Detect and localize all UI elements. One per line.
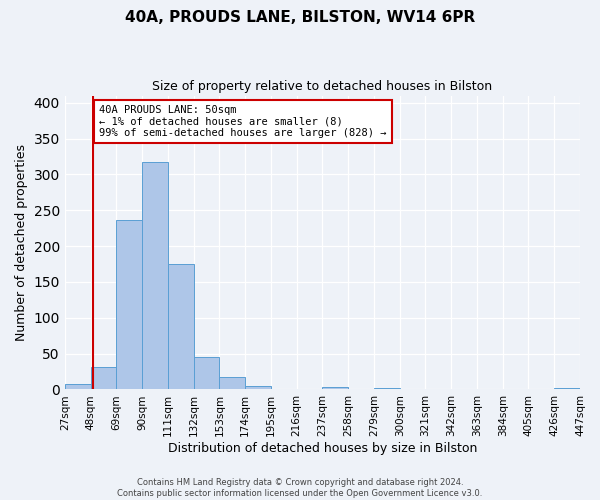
- Bar: [116, 220, 142, 390]
- Title: Size of property relative to detached houses in Bilston: Size of property relative to detached ho…: [152, 80, 493, 93]
- Bar: [91, 366, 116, 390]
- Bar: [245, 386, 271, 390]
- Bar: [554, 388, 580, 390]
- Bar: [168, 264, 194, 390]
- Bar: [142, 162, 168, 390]
- Text: Contains HM Land Registry data © Crown copyright and database right 2024.
Contai: Contains HM Land Registry data © Crown c…: [118, 478, 482, 498]
- Bar: [65, 384, 91, 390]
- Y-axis label: Number of detached properties: Number of detached properties: [15, 144, 28, 341]
- Bar: [194, 357, 220, 390]
- Text: 40A PROUDS LANE: 50sqm
← 1% of detached houses are smaller (8)
99% of semi-detac: 40A PROUDS LANE: 50sqm ← 1% of detached …: [99, 105, 386, 138]
- Bar: [374, 388, 400, 390]
- Text: 40A, PROUDS LANE, BILSTON, WV14 6PR: 40A, PROUDS LANE, BILSTON, WV14 6PR: [125, 10, 475, 25]
- X-axis label: Distribution of detached houses by size in Bilston: Distribution of detached houses by size …: [168, 442, 477, 455]
- Bar: [220, 378, 245, 390]
- Bar: [322, 388, 348, 390]
